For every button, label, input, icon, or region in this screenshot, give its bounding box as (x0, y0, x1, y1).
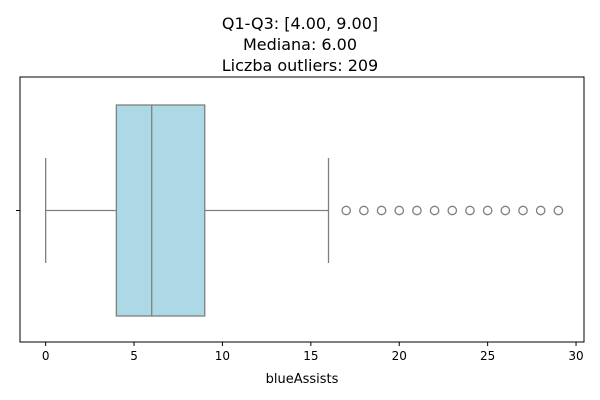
outlier-point (535, 205, 546, 216)
x-tick-label: 30 (568, 349, 583, 363)
chart-title-line-1: Q1-Q3: [4.00, 9.00] (222, 14, 378, 33)
outlier-point (482, 205, 493, 216)
x-tick-label: 5 (130, 349, 138, 363)
outlier-point (500, 205, 511, 216)
x-tick-label: 25 (480, 349, 495, 363)
iqr-box (115, 104, 206, 317)
x-tick-label: 20 (392, 349, 407, 363)
outlier-point (447, 205, 458, 216)
outlier-point (429, 205, 440, 216)
outlier-point (518, 205, 528, 216)
x-tick-label: 15 (303, 349, 318, 363)
plot-area (44, 104, 564, 317)
plot-frame (19, 76, 585, 343)
outlier-point (376, 205, 387, 216)
x-tick-label: 10 (215, 349, 230, 363)
outlier-point (394, 205, 405, 216)
outlier-point (465, 205, 475, 216)
x-tick-label: 0 (42, 349, 50, 363)
outlier-point (553, 205, 564, 216)
x-axis-label: blueAssists (266, 372, 339, 387)
chart-title-line-3: Liczba outliers: 209 (222, 56, 378, 75)
outlier-point (341, 205, 352, 216)
outlier-point (359, 205, 369, 216)
outlier-point (412, 205, 422, 216)
chart-title-line-2: Mediana: 6.00 (243, 35, 357, 54)
